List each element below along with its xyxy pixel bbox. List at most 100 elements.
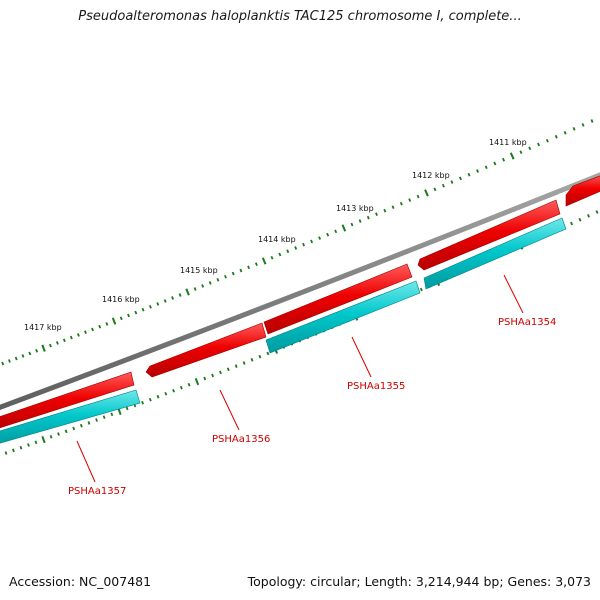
minor-tick (193, 287, 197, 291)
kbp-label-1414: 1414 kbp (258, 235, 296, 244)
minor-tick (102, 415, 106, 420)
gene-arrow-reverse[interactable] (0, 389, 141, 446)
kbp-label-1413: 1413 kbp (336, 204, 374, 213)
minor-tick (1, 361, 5, 366)
minor-tick (502, 157, 506, 162)
reverse-strand-genes (0, 217, 567, 446)
minor-tick (69, 335, 73, 340)
minor-tick (119, 316, 123, 321)
minor-tick (586, 214, 591, 218)
minor-tick (226, 367, 230, 372)
minor-tick (110, 412, 114, 417)
minor-tick (49, 343, 52, 348)
minor-tick (64, 429, 68, 434)
minor-tick (91, 327, 94, 332)
minor-tick (216, 277, 220, 282)
minor-tick (28, 351, 32, 356)
minor-tick (141, 400, 144, 405)
minor-tick (416, 194, 420, 199)
minor-tick (358, 219, 362, 223)
gene-arrow-reverse[interactable] (423, 217, 567, 290)
minor-tick (79, 423, 83, 428)
gene-arrow-forward[interactable] (0, 371, 135, 431)
minor-tick (55, 341, 59, 345)
minor-tick (14, 356, 18, 361)
minor-tick (595, 210, 599, 214)
gene-arrow-forward[interactable] (417, 199, 561, 271)
minor-tick (294, 246, 298, 250)
minor-tick (105, 322, 109, 326)
minor-tick (302, 242, 306, 247)
minor-tick (366, 215, 370, 220)
minor-tick (178, 293, 182, 297)
minor-tick (125, 406, 129, 411)
minor-tick (87, 421, 91, 425)
minor-tick (203, 376, 207, 381)
minor-tick (270, 255, 274, 260)
major-tick (41, 344, 46, 352)
gene-label-PSHAa1355[interactable]: PSHAa1355 (347, 381, 405, 392)
major-tick (194, 378, 200, 386)
minor-tick (545, 138, 549, 143)
kbp-label-1411: 1411 kbp (489, 138, 527, 147)
gene-label-leaders (76, 274, 524, 483)
kbp-label-1412: 1412 kbp (412, 171, 450, 180)
map-title: Pseudoalteromonas haloplanktis TAC125 ch… (78, 9, 522, 24)
minor-tick (211, 373, 215, 378)
gene-arrow-forward[interactable] (263, 263, 413, 335)
minor-tick (172, 388, 175, 393)
minor-tick (537, 142, 541, 147)
minor-tick (27, 443, 30, 447)
minor-tick (98, 324, 102, 329)
minor-tick (156, 302, 160, 306)
minor-tick (242, 361, 246, 365)
minor-tick (231, 271, 235, 276)
minor-tick (239, 268, 243, 273)
outer-scale-ticks (1, 119, 594, 366)
minor-tick (250, 357, 254, 362)
gene-arrow-reverse[interactable] (265, 280, 421, 354)
minor-tick (76, 333, 80, 337)
minor-tick (171, 296, 175, 300)
minor-tick (127, 313, 130, 318)
minor-tick (334, 229, 338, 234)
minor-tick (519, 150, 523, 154)
minor-tick (4, 451, 8, 455)
minor-tick (266, 351, 270, 356)
minor-tick (528, 146, 532, 151)
minor-tick (419, 287, 423, 292)
major-tick (509, 152, 515, 160)
gene-arrow-forward[interactable] (565, 174, 600, 207)
gene-arrow-forward[interactable] (145, 322, 267, 378)
minor-tick (493, 161, 497, 166)
minor-tick (179, 385, 183, 390)
accession-text: Accession: NC_007481 (9, 574, 152, 589)
chromosome-backbone (0, 172, 600, 410)
minor-tick (224, 274, 227, 279)
minor-tick (234, 364, 238, 368)
minor-tick (141, 307, 145, 312)
minor-tick (450, 180, 454, 184)
leader-line (76, 440, 96, 483)
gene-label-PSHAa1357[interactable]: PSHAa1357 (68, 486, 126, 497)
minor-tick (208, 281, 212, 285)
minor-tick (35, 348, 39, 353)
leader-line (351, 336, 372, 378)
gene-label-PSHAa1356[interactable]: PSHAa1356 (212, 434, 270, 445)
minor-tick (156, 394, 160, 399)
kbp-scale-labels: 1411 kbp 1412 kbp 1413 kbp 1414 kbp 1415… (24, 138, 527, 332)
minor-tick (201, 284, 205, 288)
minor-tick (581, 123, 585, 127)
minor-tick (12, 448, 15, 453)
minor-tick (148, 397, 152, 402)
gene-label-PSHAa1354[interactable]: PSHAa1354 (498, 317, 556, 328)
minor-tick (391, 205, 395, 209)
kbp-label-1417: 1417 kbp (24, 323, 62, 332)
minor-tick (399, 201, 403, 206)
major-tick (341, 224, 347, 232)
major-tick (185, 288, 190, 296)
minor-tick (84, 330, 87, 335)
major-tick (41, 435, 46, 444)
minor-tick (563, 131, 567, 135)
